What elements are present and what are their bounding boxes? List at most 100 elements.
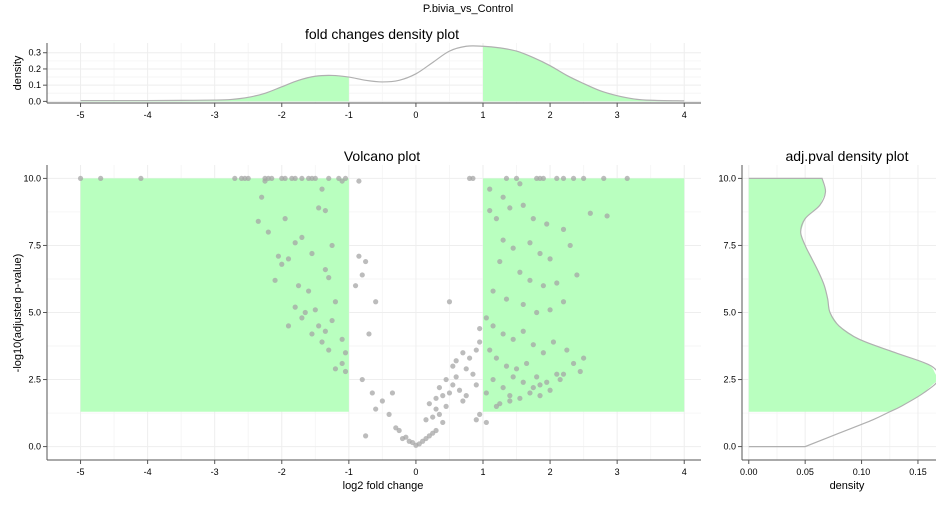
- volcano-point: [530, 384, 536, 391]
- volcano-point: [433, 406, 439, 412]
- volcano-point: [507, 393, 513, 399]
- volcano-point: [453, 358, 459, 364]
- volcano-x-tick-label: -4: [144, 467, 152, 477]
- volcano-point: [138, 175, 144, 182]
- adj-pval-density-curve: [748, 177, 936, 448]
- volcano-point: [537, 393, 543, 399]
- volcano-point: [232, 175, 238, 182]
- volcano-point: [510, 374, 516, 380]
- volcano-point: [477, 411, 483, 418]
- volcano-point: [352, 283, 359, 289]
- volcano-point: [540, 175, 546, 182]
- volcano-point: [453, 374, 459, 380]
- volcano-point: [601, 175, 607, 182]
- volcano-point: [507, 398, 513, 404]
- volcano-point: [534, 374, 540, 380]
- volcano-point: [282, 175, 288, 182]
- volcano-point: [520, 328, 526, 334]
- volcano-point: [292, 304, 298, 310]
- volcano-point: [430, 414, 436, 420]
- volcano-point: [292, 175, 298, 182]
- volcano-point: [436, 411, 442, 418]
- volcano-point: [359, 272, 365, 278]
- volcano-point: [456, 387, 463, 393]
- volcano-point: [604, 213, 610, 219]
- volcano-ylabel: -log10(adjusted p-value): [12, 254, 24, 373]
- volcano-x-tick-label: 1: [480, 467, 485, 477]
- volcano-point: [329, 317, 335, 324]
- volcano-point: [483, 419, 489, 426]
- volcano-point: [500, 384, 506, 391]
- volcano-point: [483, 315, 489, 321]
- volcano-point: [255, 218, 261, 224]
- volcano-point: [524, 360, 530, 367]
- volcano-point: [369, 390, 375, 396]
- volcano-point: [493, 403, 500, 409]
- fold-change-density-x-tick-label: -5: [77, 110, 85, 120]
- volcano-point: [540, 283, 546, 289]
- volcano-point: [470, 371, 476, 377]
- volcano-point: [567, 242, 573, 249]
- volcano-point: [564, 347, 570, 353]
- volcano-point: [537, 382, 543, 388]
- volcano-point: [292, 240, 298, 246]
- volcano-point: [517, 395, 523, 401]
- adj-pval-density-y-tick-label: 7.5: [723, 240, 736, 250]
- fold-change-density-y-tick-label: 0.0: [28, 96, 41, 106]
- volcano-point: [356, 253, 362, 259]
- fold-change-density-panel: fold changes density plot density -5 -4 -3…: [12, 26, 701, 120]
- adj-pval-density-y-tick-label: 2.5: [723, 375, 736, 385]
- adj-pval-density-xlabel: density: [830, 480, 865, 492]
- fold-change-density-x-tick-label: 3: [615, 110, 620, 120]
- volcano-panel: Volcano plot log2 fold change -log10(adj…: [12, 148, 701, 492]
- volcano-point: [560, 371, 567, 377]
- volcano-point: [326, 175, 332, 182]
- volcano-point: [463, 366, 469, 372]
- volcano-point: [500, 194, 506, 200]
- volcano-x-tick-label: 2: [548, 467, 553, 477]
- volcano-point: [285, 256, 292, 262]
- volcano-point: [554, 280, 560, 286]
- volcano-y-tick-label: 2.5: [28, 375, 41, 385]
- figure-title: P.bivia_vs_Control: [423, 3, 513, 15]
- fold-change-density-x-tick-label: 4: [682, 110, 687, 120]
- volcano-point: [540, 350, 546, 356]
- volcano-point: [466, 355, 473, 361]
- volcano-point: [450, 363, 456, 369]
- fold-change-density-x-tick-label: -4: [144, 110, 152, 120]
- volcano-x-tick-label: 3: [615, 467, 620, 477]
- volcano-point: [470, 175, 476, 182]
- volcano-point: [490, 376, 496, 383]
- volcano-point: [285, 323, 292, 329]
- volcano-point: [483, 390, 489, 396]
- volcano-point: [520, 379, 526, 385]
- volcano-point: [570, 175, 577, 182]
- volcano-axes: -5 -4 -3 -2 -1 0 1 2 3 4 0.0 2.5 5.0 7.5 10.0: [23, 165, 701, 477]
- fold-change-density-curve: [80, 45, 685, 102]
- fold-change-density-line: [80, 45, 685, 102]
- volcano-point: [570, 360, 577, 367]
- volcano-point: [403, 434, 409, 440]
- volcano-point: [520, 301, 526, 308]
- volcano-point: [477, 339, 483, 345]
- adj-pval-highlight-area: [748, 178, 936, 412]
- adj-pval-density-y-tick-label: 0.0: [723, 442, 736, 452]
- volcano-point: [77, 175, 84, 182]
- fold-change-density-y-tick-label: 0.3: [28, 48, 41, 58]
- volcano-point: [550, 339, 557, 345]
- volcano-x-tick-label: -5: [77, 467, 85, 477]
- volcano-point: [312, 175, 318, 182]
- volcano-point: [339, 336, 345, 342]
- volcano-point: [379, 398, 385, 404]
- volcano-point: [339, 360, 345, 367]
- volcano-point: [433, 427, 439, 434]
- volcano-point: [326, 275, 332, 281]
- fold-change-density-title: fold changes density plot: [305, 26, 459, 42]
- volcano-title: Volcano plot: [344, 148, 420, 164]
- volcano-points: [77, 175, 630, 448]
- volcano-point: [319, 339, 325, 345]
- volcano-point: [513, 366, 520, 372]
- volcano-point: [547, 387, 553, 393]
- adj-pval-density-x-tick-label: 0.15: [909, 467, 927, 477]
